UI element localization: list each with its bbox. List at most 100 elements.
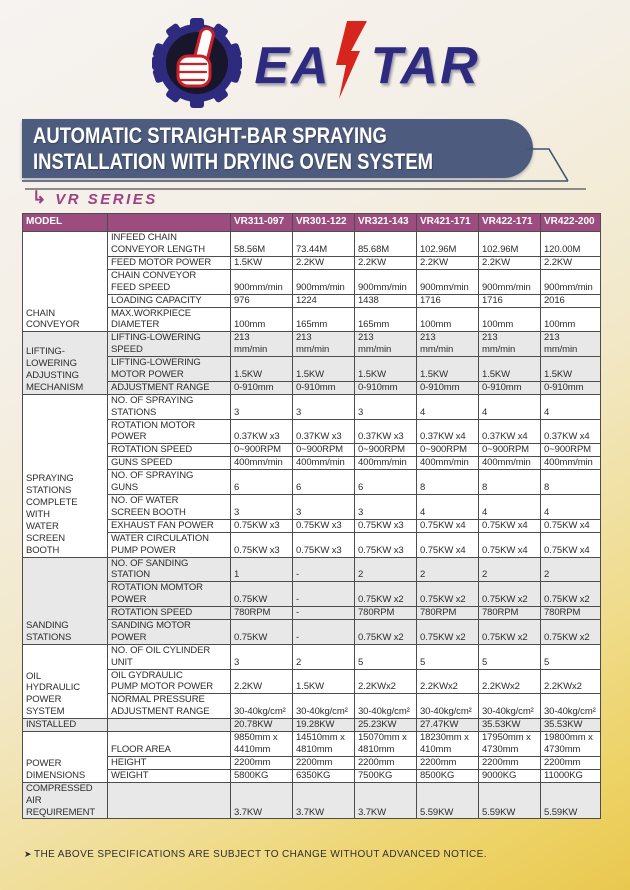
value-cell: 0~900RPM	[416, 443, 479, 458]
value-cell: 213 mm/min	[540, 331, 601, 357]
value-cell: 0.75KW x3	[354, 518, 417, 533]
param-label-cell: LIFTING-LOWERING MOTOR POWER	[107, 356, 231, 382]
value-cell: 27.47KW	[416, 718, 479, 732]
value-cell: 900mm/min	[478, 268, 541, 295]
value-cell: 2200mm	[230, 755, 293, 770]
table-row: POWER DIMENSIONS FLOOR AREA 9850mm x 4410m…	[22, 731, 601, 783]
table-row: OIL HYDRAULIC POWER SYSTEM NO. OF OIL CYL…	[22, 643, 601, 720]
value-cell: 4	[478, 393, 541, 420]
section-label-cell: INSTALLED	[22, 718, 108, 732]
table-row: INSTALLED 20.78KW 19.28KW 25.23KW 27.47KW 35.…	[22, 718, 601, 732]
value-cell: 8	[416, 469, 479, 495]
value-cell: 0-910mm	[478, 380, 541, 395]
value-cell: 2.2KWx2	[354, 668, 417, 695]
value-cell: 2.2KWx2	[478, 668, 541, 695]
param-label-cell: ROTATION SPEED	[107, 443, 231, 458]
value-cell: 1.5KW	[416, 356, 479, 382]
value-cell: 165mm	[292, 306, 355, 333]
value-cell: 19.28KW	[292, 718, 355, 732]
param-label-cell: HEIGHT	[107, 755, 231, 770]
value-cell: 0.75KW x4	[540, 531, 601, 558]
title-banner: AUTOMATIC STRAIGHT-BAR SPRAYING INSTALLA…	[22, 119, 533, 178]
value-cell: 120.00M	[540, 231, 601, 257]
table-row: SANDING MOTOR POWER 0.75KW -0.75KW x2 0.75K…	[22, 619, 601, 645]
value-cell: 1	[230, 556, 293, 583]
param-label-cell: INFEED CHAIN CONVEYOR LENGTH	[107, 231, 231, 257]
value-cell: 0~900RPM	[354, 443, 417, 458]
value-cell: 6	[230, 469, 293, 495]
value-cell: 5.59KW	[416, 781, 479, 820]
value-cell: 4	[416, 494, 479, 520]
model-column-header: VR301-122	[292, 213, 355, 232]
value-cell: 1.5KW	[292, 356, 355, 382]
param-label-cell: WEIGHT	[107, 768, 231, 783]
value-cell: 0.75KW x4	[478, 531, 541, 558]
wordmark-left: EA	[254, 36, 331, 95]
value-cell: 2200mm	[416, 755, 479, 770]
value-cell: 0.75KW x2	[478, 619, 541, 645]
param-label-cell: FEED MOTOR POWER	[107, 255, 231, 270]
table-row: LIFTING- LOWERING ADJUSTING MECHANISM LIF…	[22, 331, 601, 395]
value-cell: 900mm/min	[292, 268, 355, 295]
value-cell: 85.68M	[354, 231, 417, 257]
table-row: NO. OF WATER SCREEN BOOTH 3 3 3 4 4 4	[22, 494, 601, 520]
param-label-cell: EXHAUST FAN POWER	[107, 518, 231, 533]
model-header-cell: MODEL	[22, 213, 108, 232]
model-column-header: VR422-171	[478, 213, 541, 232]
value-cell: 400mm/min	[416, 456, 479, 471]
value-cell: 5800KG	[230, 768, 293, 783]
value-cell: 0.75KW x4	[416, 518, 479, 533]
table-row: ADJUSTMENT RANGE 0-910mm 0-910mm 0-910mm 0-9…	[22, 380, 601, 395]
value-cell: 0.75KW x4	[540, 518, 601, 533]
table-row: ROTATION SPEED 780RPM -780RPM 780RPM 780RPM 7…	[22, 606, 601, 620]
value-cell: 2	[478, 556, 541, 583]
value-cell: 900mm/min	[416, 268, 479, 295]
value-cell: 0~900RPM	[540, 443, 601, 458]
value-cell: 102.96M	[416, 231, 479, 257]
value-cell: 0.75KW x2	[354, 581, 417, 607]
param-label-cell: FLOOR AREA	[107, 731, 231, 757]
value-cell: 780RPM	[540, 606, 601, 620]
value-cell: 2.2KW	[230, 668, 293, 695]
value-cell: 780RPM	[478, 606, 541, 620]
series-arrow-icon: ↳	[32, 188, 47, 207]
table-row: SANDING STATIONS NO. OF SANDING STATION 1-…	[22, 556, 601, 645]
value-cell: 0.75KW	[230, 619, 293, 645]
section-label-cell: LIFTING- LOWERING ADJUSTING MECHANISM	[22, 331, 108, 395]
value-cell: 9000KG	[478, 768, 541, 783]
table-row: EXHAUST FAN POWER 0.75KW x3 0.75KW x3 0.75K…	[22, 518, 601, 533]
gear-thumbs-up-icon	[150, 16, 244, 115]
value-cell: 2016	[540, 293, 601, 308]
value-cell: 3	[354, 393, 417, 420]
value-cell: 0.75KW x2	[354, 619, 417, 645]
value-cell: 30-40kg/cm²	[354, 693, 417, 719]
table-row: SPRAYING STATIONS COMPLETE WITH WATER SC…	[22, 393, 601, 558]
value-cell: 100mm	[416, 306, 479, 333]
value-cell: 0-910mm	[354, 380, 417, 395]
value-cell: 0~900RPM	[292, 443, 355, 458]
value-cell: 17950mm x 4730mm	[478, 731, 541, 757]
brand-wordmark: EA TAR	[254, 21, 479, 110]
value-cell: 2.2KW	[292, 255, 355, 270]
value-cell: 3	[292, 393, 355, 420]
value-cell: 6350KG	[292, 768, 355, 783]
footnote: ➤ THE ABOVE SPECIFICATIONS ARE SUBJECT T…	[24, 849, 487, 860]
lightning-bolt-icon	[333, 21, 369, 104]
value-cell: 20.78KW	[230, 718, 293, 732]
value-cell: 213 mm/min	[478, 331, 541, 357]
value-cell: 9850mm x 4410mm	[230, 731, 293, 757]
value-cell: 165mm	[354, 306, 417, 333]
value-cell: 1.5KW	[540, 356, 601, 382]
value-cell: 0.37KW x4	[416, 418, 479, 445]
value-cell: 2200mm	[354, 755, 417, 770]
value-cell: 1.5KW	[230, 356, 293, 382]
value-cell: 3.7KW	[354, 781, 417, 820]
section-label-cell: POWER DIMENSIONS	[22, 731, 108, 783]
value-cell: 0~900RPM	[230, 443, 293, 458]
value-cell: 0.75KW x2	[478, 581, 541, 607]
value-cell: 0.75KW x3	[230, 518, 293, 533]
value-cell: 2200mm	[292, 755, 355, 770]
table-row: MAX.WORKPIECE DIAMETER 100mm 165mm 165mm 100…	[22, 306, 601, 333]
value-cell: 0.37KW x3	[354, 418, 417, 445]
